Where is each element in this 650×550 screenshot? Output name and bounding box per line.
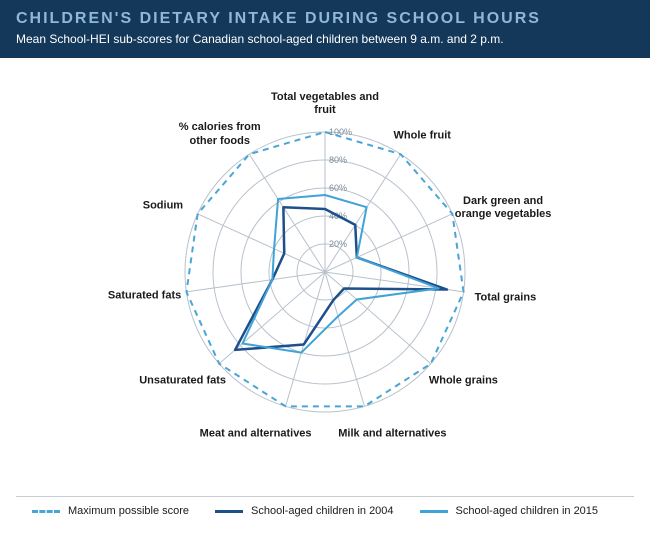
legend-swatch (420, 510, 448, 513)
header: CHILDREN'S DIETARY INTAKE DURING SCHOOL … (0, 0, 650, 58)
legend-item: School-aged children in 2015 (420, 505, 599, 517)
tick-label: 100% (329, 127, 352, 137)
legend-label: School-aged children in 2015 (456, 505, 599, 517)
legend-label: School-aged children in 2004 (251, 505, 394, 517)
page-title: CHILDREN'S DIETARY INTAKE DURING SCHOOL … (16, 10, 634, 28)
legend-swatch (215, 510, 243, 513)
radar-chart: 20%40%60%80%100% Total vegetables and fr… (0, 58, 650, 496)
tick-label: 80% (329, 155, 347, 165)
legend-item: Maximum possible score (32, 505, 189, 517)
legend-label: Maximum possible score (68, 505, 189, 517)
tick-label: 20% (329, 239, 347, 249)
legend: Maximum possible score School-aged childr… (16, 496, 634, 517)
tick-label: 60% (329, 183, 347, 193)
legend-swatch (32, 510, 60, 513)
page-subtitle: Mean School-HEI sub-scores for Canadian … (16, 32, 634, 46)
legend-item: School-aged children in 2004 (215, 505, 394, 517)
